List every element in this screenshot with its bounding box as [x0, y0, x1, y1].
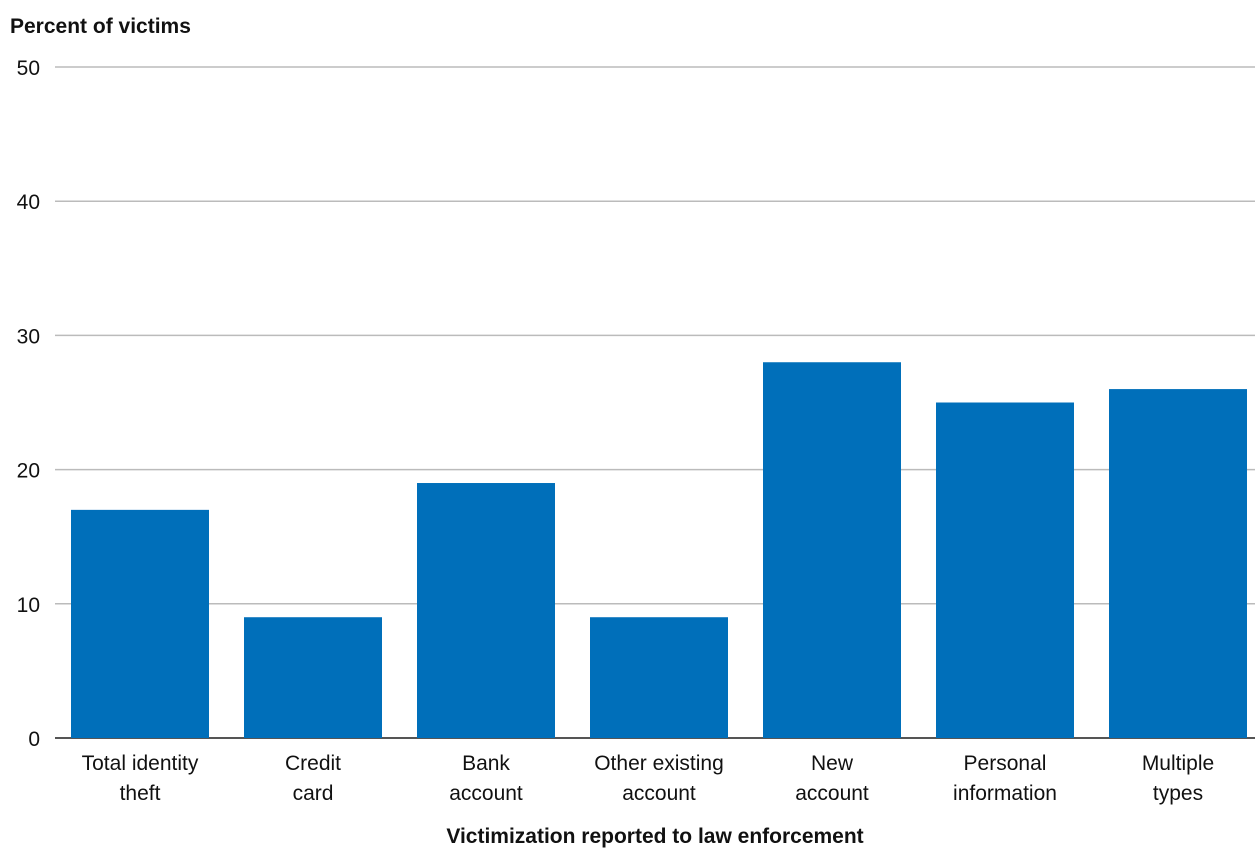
bar: [1109, 389, 1247, 738]
y-tick-label: 40: [17, 191, 40, 214]
x-tick-label-line: types: [1153, 782, 1203, 805]
x-tick-label: Other existing account: [594, 752, 724, 805]
x-tick-label-line: theft: [120, 782, 161, 805]
x-tick-label-line: account: [795, 782, 869, 805]
x-tick-label: Multiple types: [1142, 752, 1214, 805]
y-tick-label: 30: [17, 325, 40, 348]
x-tick-label-line: Personal: [964, 752, 1047, 775]
y-tick-label: 20: [17, 460, 40, 483]
bar: [763, 362, 901, 738]
x-tick-label: Credit card: [285, 752, 341, 805]
x-tick-label-line: account: [622, 782, 696, 805]
x-tick-label-line: information: [953, 782, 1057, 805]
x-tick-label-line: card: [293, 782, 334, 805]
x-tick-label-line: Bank: [462, 752, 510, 775]
bar: [244, 617, 382, 738]
bar: [936, 402, 1074, 738]
x-tick-label-line: Total identity: [82, 752, 199, 775]
x-tick-label: Bank account: [449, 752, 523, 805]
y-tick-label: 50: [17, 57, 40, 80]
x-tick-label: Total identity theft: [82, 752, 199, 805]
bar: [71, 509, 209, 738]
x-axis-title: Victimization reported to law enforcemen…: [446, 825, 863, 848]
bar: [417, 483, 555, 738]
x-tick-label-line: Credit: [285, 752, 341, 775]
x-tick-label: New account: [795, 752, 869, 805]
y-tick-label: 10: [17, 594, 40, 617]
bar: [590, 617, 728, 738]
x-tick-label-line: account: [449, 782, 523, 805]
x-tick-label-line: New: [811, 752, 854, 775]
y-tick-label: 0: [28, 728, 40, 751]
y-axis-title: Percent of victims: [10, 15, 191, 38]
x-tick-label: Personal information: [953, 752, 1057, 805]
x-tick-label-line: Multiple: [1142, 752, 1214, 775]
x-tick-label-line: Other existing: [594, 752, 724, 775]
